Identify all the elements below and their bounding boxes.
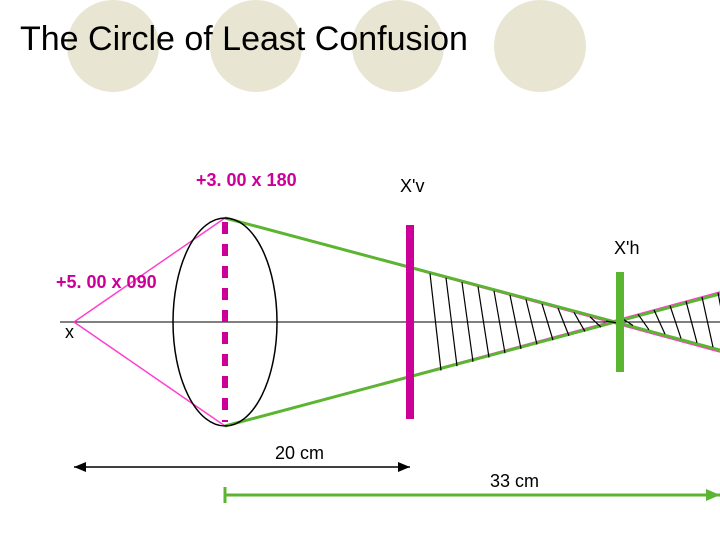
page-title: The Circle of Least Confusion [20,20,468,59]
focal-label-xv: X'v [400,176,424,197]
dimension-33cm-label: 33 cm [490,471,539,492]
diagram-svg [0,0,720,540]
dimension-20cm-label: 20 cm [275,443,324,464]
arrowhead-right-icon [398,462,410,472]
cylinder-label-180: +3. 00 x 180 [196,170,297,191]
arrowhead-right-icon [706,489,720,501]
object-x-label: x [65,322,74,343]
cylinder-label-090: +5. 00 x 090 [56,272,157,293]
bg-bullet-circle [494,0,586,92]
green-ray-top [225,218,720,350]
arrowhead-left-icon [74,462,86,472]
focal-label-xh: X'h [614,238,639,259]
